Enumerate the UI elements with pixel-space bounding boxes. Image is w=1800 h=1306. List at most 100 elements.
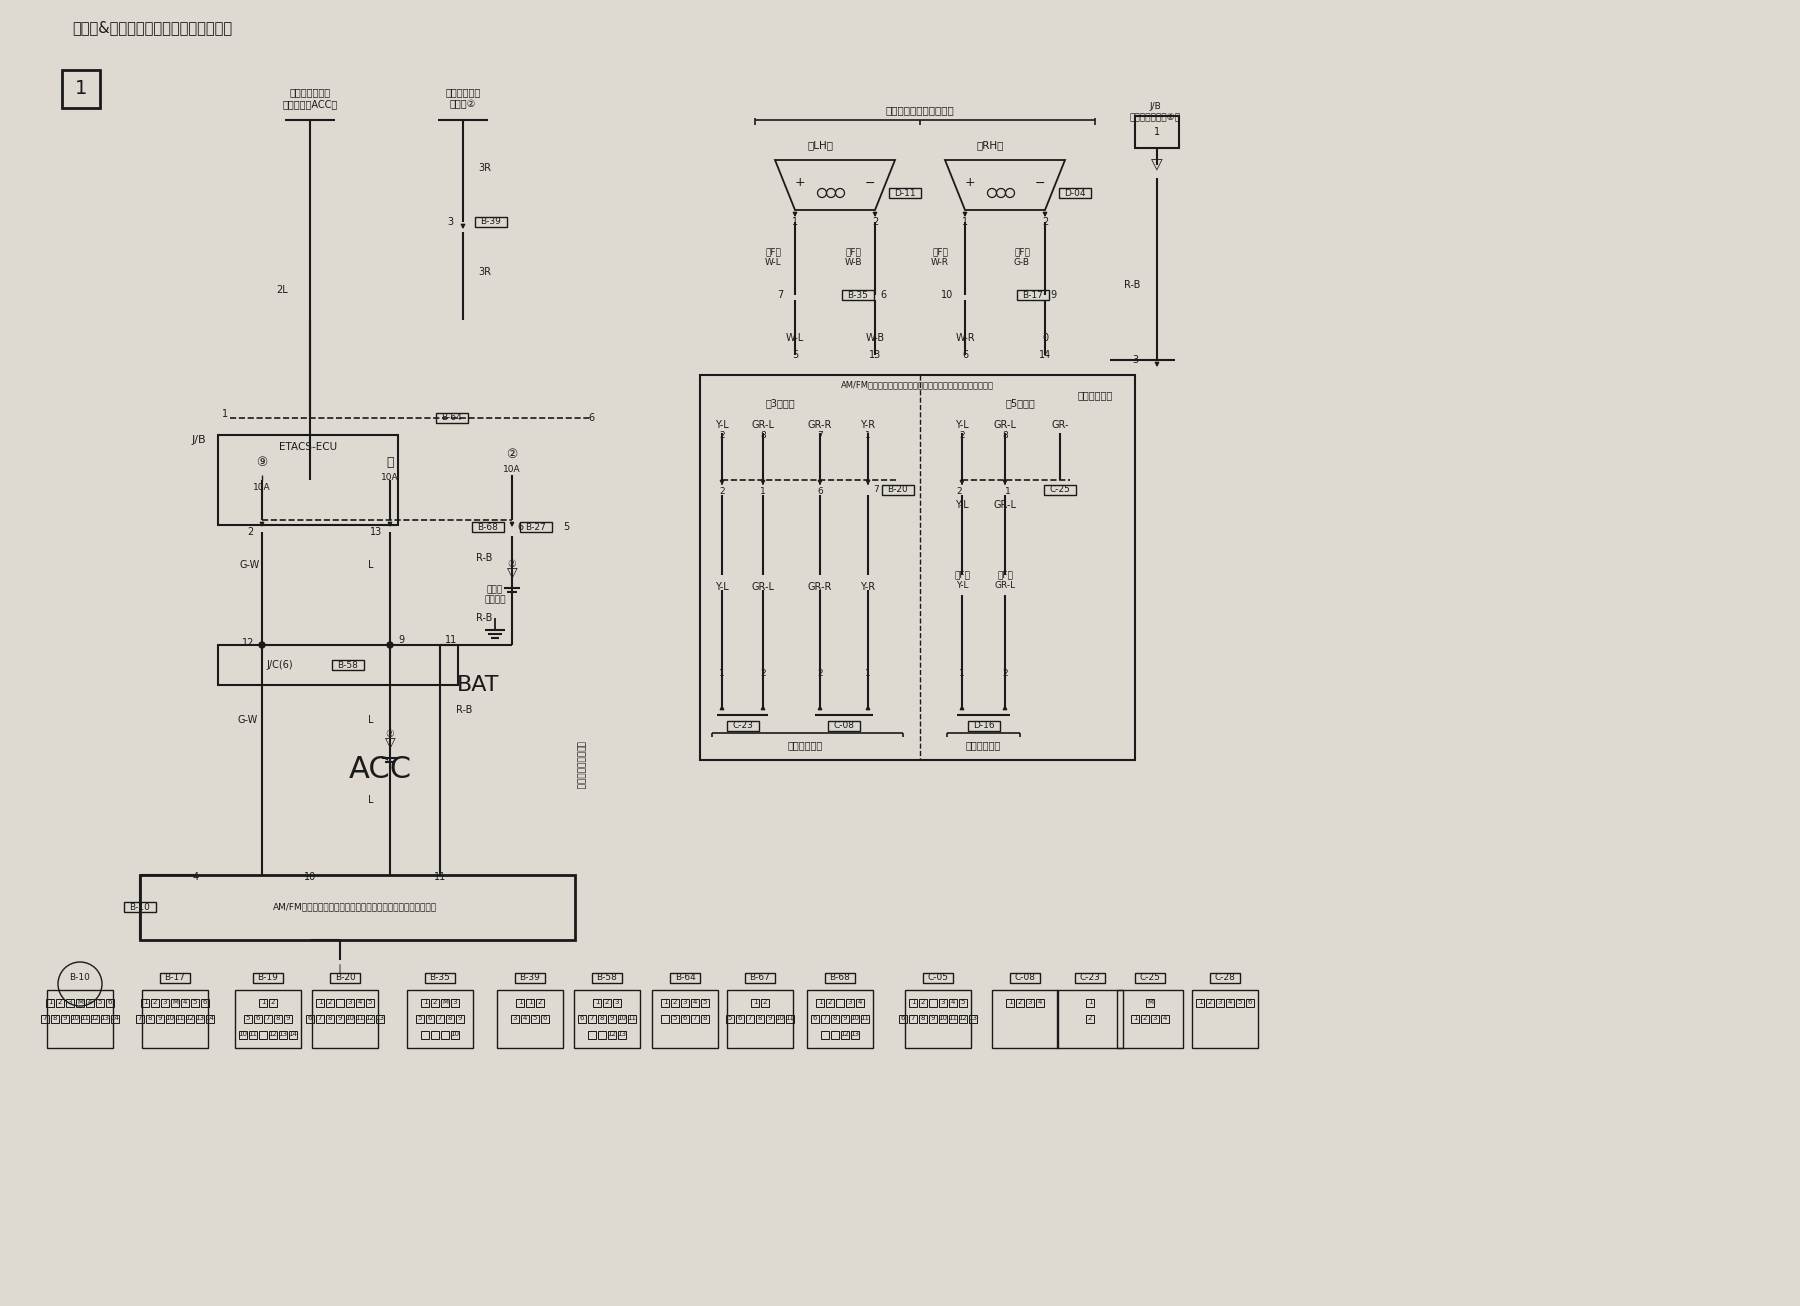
Bar: [472, 522, 504, 532]
Text: 〈LH〉: 〈LH〉: [806, 140, 833, 150]
Text: 2: 2: [432, 999, 437, 1006]
Text: 10: 10: [346, 1015, 355, 1021]
Text: 11: 11: [860, 1015, 869, 1021]
Bar: [851, 1015, 859, 1023]
Text: 4: 4: [88, 999, 92, 1006]
Text: 2: 2: [1017, 999, 1022, 1006]
Text: G-W: G-W: [238, 714, 257, 725]
Text: 9: 9: [931, 1015, 936, 1021]
Bar: [236, 990, 301, 1047]
Bar: [1015, 999, 1024, 1007]
Text: L: L: [367, 560, 374, 569]
Text: M: M: [173, 999, 178, 1006]
Text: 7: 7: [911, 1015, 914, 1021]
Text: B-10: B-10: [70, 973, 90, 982]
Text: −: −: [1035, 176, 1046, 189]
Text: C-23: C-23: [733, 721, 752, 730]
Bar: [407, 990, 473, 1047]
Bar: [76, 999, 85, 1007]
Text: M: M: [443, 999, 448, 1006]
Text: C-23: C-23: [1080, 973, 1100, 982]
Bar: [166, 1015, 175, 1023]
Bar: [826, 999, 833, 1007]
Bar: [671, 1015, 679, 1023]
Text: GR-L: GR-L: [752, 582, 774, 592]
Text: 10: 10: [70, 1015, 79, 1021]
Bar: [617, 1015, 626, 1023]
Bar: [520, 1015, 529, 1023]
Bar: [761, 999, 769, 1007]
Text: 4: 4: [693, 999, 697, 1006]
Text: 1: 1: [961, 217, 968, 227]
Bar: [608, 1015, 616, 1023]
Text: B-58: B-58: [596, 973, 617, 982]
Text: 8: 8: [760, 431, 765, 440]
Bar: [923, 973, 952, 983]
Bar: [841, 1030, 850, 1040]
Bar: [306, 1015, 313, 1023]
Text: B-10: B-10: [130, 902, 151, 912]
Text: 11: 11: [81, 1015, 90, 1021]
Bar: [92, 1015, 99, 1023]
Text: 3: 3: [1132, 355, 1138, 364]
Text: 空コネクター: 空コネクター: [967, 741, 1001, 750]
Text: C-25: C-25: [1049, 486, 1071, 495]
Text: 12: 12: [959, 1015, 967, 1021]
Bar: [940, 999, 947, 1007]
Bar: [365, 999, 374, 1007]
Text: GR-: GR-: [1051, 421, 1069, 430]
Bar: [142, 990, 209, 1047]
Bar: [725, 1015, 734, 1023]
Bar: [614, 999, 621, 1007]
Bar: [680, 999, 689, 1007]
Bar: [50, 1015, 59, 1023]
Text: 1: 1: [142, 999, 148, 1006]
Text: 2: 2: [1042, 217, 1048, 227]
Bar: [828, 721, 860, 731]
Text: L: L: [367, 714, 374, 725]
Bar: [259, 1030, 266, 1040]
Bar: [929, 999, 938, 1007]
Text: GR-R: GR-R: [808, 421, 832, 430]
Bar: [542, 1015, 549, 1023]
Bar: [317, 1015, 324, 1023]
Bar: [909, 999, 916, 1007]
Bar: [511, 1015, 518, 1023]
Text: 14: 14: [205, 1015, 214, 1021]
Text: 2: 2: [58, 999, 63, 1006]
Text: 1: 1: [594, 999, 599, 1006]
Bar: [239, 1030, 247, 1040]
Text: 2: 2: [956, 487, 961, 496]
Bar: [842, 290, 875, 300]
Text: Y-L: Y-L: [956, 500, 968, 511]
Bar: [70, 1015, 79, 1023]
Text: 9: 9: [610, 1015, 614, 1021]
Bar: [1150, 1015, 1159, 1023]
Text: 10A: 10A: [254, 483, 270, 492]
Bar: [331, 660, 364, 670]
Text: アンテナフィーダー: アンテナフィーダー: [576, 741, 585, 789]
Text: 6: 6: [544, 1015, 547, 1021]
Text: 7: 7: [139, 1015, 142, 1021]
Bar: [425, 973, 455, 983]
Text: 4: 4: [358, 999, 362, 1006]
Text: Y-L: Y-L: [715, 582, 729, 592]
Bar: [787, 1015, 794, 1023]
Bar: [171, 999, 178, 1007]
Text: 5: 5: [418, 1015, 423, 1021]
Text: 2: 2: [720, 431, 725, 440]
Bar: [146, 1015, 155, 1023]
Text: B-35: B-35: [430, 973, 450, 982]
Bar: [311, 990, 378, 1047]
Text: B-17: B-17: [1022, 290, 1044, 299]
Text: C-05: C-05: [927, 973, 949, 982]
Bar: [346, 1015, 355, 1023]
Text: 6: 6: [880, 290, 886, 300]
Bar: [727, 990, 794, 1047]
Text: 13: 13: [869, 350, 882, 360]
Text: 6: 6: [589, 413, 594, 423]
Text: B-39: B-39: [520, 973, 540, 982]
Text: ②: ②: [385, 729, 394, 739]
Bar: [248, 1030, 257, 1040]
Text: 2: 2: [328, 999, 333, 1006]
